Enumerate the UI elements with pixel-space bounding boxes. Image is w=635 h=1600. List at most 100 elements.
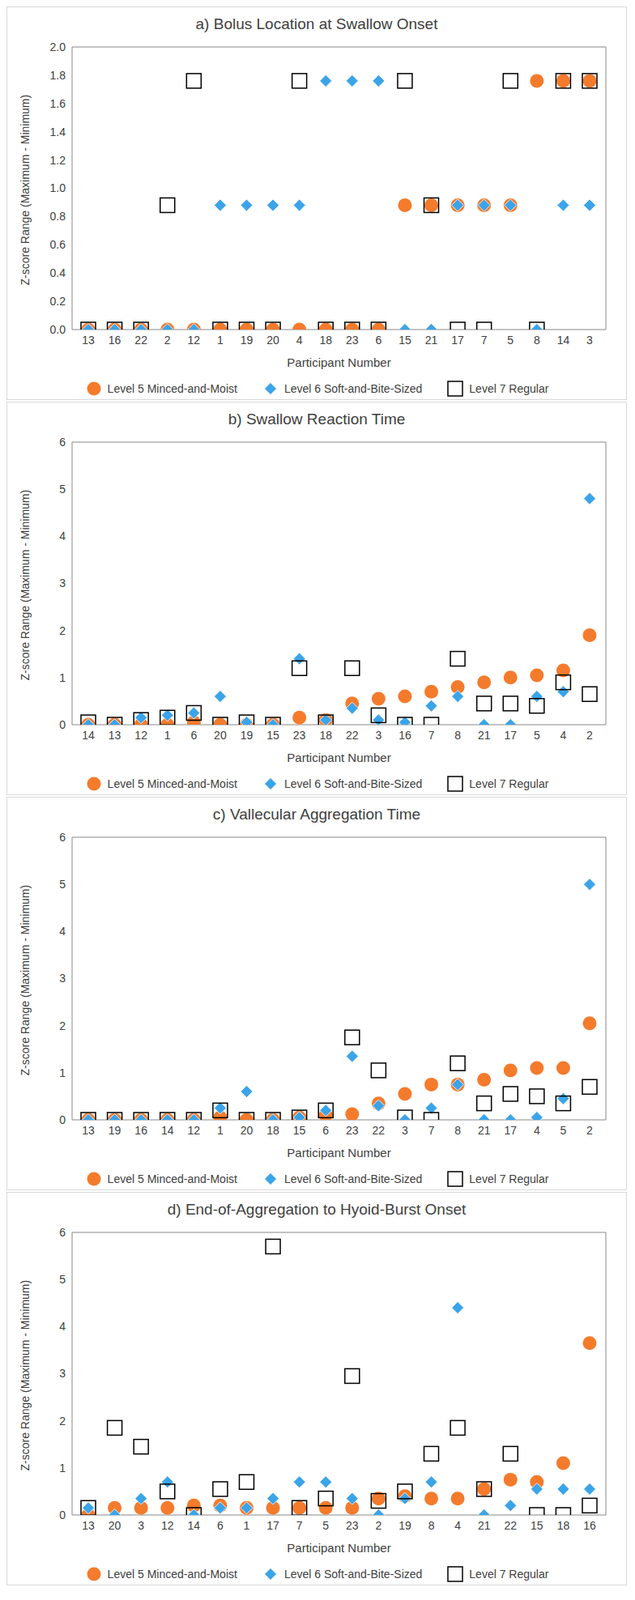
svg-text:2: 2 (59, 624, 66, 638)
svg-text:17: 17 (451, 333, 465, 347)
svg-text:3: 3 (401, 1124, 409, 1138)
svg-text:22: 22 (345, 728, 359, 742)
svg-text:Participant Number: Participant Number (286, 750, 391, 765)
svg-text:16: 16 (108, 333, 122, 347)
svg-text:18: 18 (319, 333, 333, 347)
svg-text:7: 7 (481, 333, 488, 347)
svg-text:5: 5 (59, 482, 66, 496)
svg-text:21: 21 (425, 333, 439, 347)
svg-text:14: 14 (187, 1519, 201, 1533)
svg-text:7: 7 (428, 1124, 435, 1138)
svg-text:5: 5 (507, 333, 514, 347)
svg-text:5: 5 (322, 1519, 329, 1533)
svg-text:21: 21 (477, 1519, 491, 1533)
svg-text:12: 12 (187, 1124, 201, 1138)
svg-text:3: 3 (59, 1367, 66, 1381)
svg-text:3: 3 (586, 333, 593, 347)
svg-text:1: 1 (217, 1124, 224, 1138)
svg-text:1.0: 1.0 (50, 181, 67, 195)
svg-text:15: 15 (530, 1519, 544, 1533)
svg-text:8: 8 (454, 1124, 461, 1138)
svg-text:17: 17 (503, 1124, 517, 1138)
svg-text:2.0: 2.0 (50, 40, 67, 54)
svg-text:15: 15 (266, 728, 280, 742)
svg-text:20: 20 (213, 728, 227, 742)
svg-text:0.0: 0.0 (50, 323, 67, 337)
svg-text:16: 16 (583, 1519, 597, 1533)
svg-text:1.8: 1.8 (50, 68, 67, 82)
svg-text:4: 4 (59, 924, 66, 938)
svg-text:Participant Number: Participant Number (286, 1541, 391, 1556)
svg-text:5: 5 (59, 1273, 66, 1287)
svg-text:1: 1 (59, 1066, 66, 1080)
svg-text:1: 1 (59, 1461, 66, 1475)
svg-text:0: 0 (59, 1508, 66, 1522)
svg-text:5: 5 (59, 877, 66, 891)
svg-text:19: 19 (240, 728, 254, 742)
svg-text:Participant Number: Participant Number (286, 355, 391, 370)
svg-text:1.2: 1.2 (50, 153, 67, 167)
svg-text:4: 4 (533, 1124, 541, 1138)
svg-text:23: 23 (345, 1124, 359, 1138)
svg-text:23: 23 (345, 1519, 359, 1533)
svg-text:6: 6 (375, 333, 382, 347)
svg-text:19: 19 (398, 1519, 412, 1533)
svg-text:3: 3 (59, 576, 66, 590)
svg-text:12: 12 (187, 333, 201, 347)
svg-text:1: 1 (217, 333, 224, 347)
svg-text:20: 20 (240, 1124, 254, 1138)
svg-text:20: 20 (266, 333, 280, 347)
svg-text:6: 6 (59, 831, 66, 844)
svg-text:17: 17 (266, 1519, 280, 1533)
svg-text:4: 4 (59, 529, 66, 543)
svg-text:0: 0 (59, 718, 66, 732)
svg-text:3: 3 (59, 971, 66, 985)
svg-text:21: 21 (477, 728, 491, 742)
svg-text:2: 2 (586, 1124, 593, 1138)
svg-text:0.6: 0.6 (50, 238, 67, 252)
svg-text:0.4: 0.4 (50, 266, 67, 280)
svg-text:Z-score Range (Maximum - Minim: Z-score Range (Maximum - Minimum) (18, 885, 32, 1077)
svg-text:1.4: 1.4 (50, 125, 67, 139)
svg-text:20: 20 (108, 1519, 122, 1533)
svg-text:2: 2 (586, 728, 593, 742)
svg-text:8: 8 (454, 728, 461, 742)
svg-text:21: 21 (477, 1124, 491, 1138)
svg-text:13: 13 (81, 333, 95, 347)
svg-text:3: 3 (375, 728, 382, 742)
svg-text:19: 19 (108, 1124, 122, 1138)
svg-text:7: 7 (296, 1519, 303, 1533)
svg-text:2: 2 (164, 333, 171, 347)
svg-text:4: 4 (59, 1320, 66, 1334)
svg-text:Z-score Range (Maximum - Minim: Z-score Range (Maximum - Minimum) (18, 490, 32, 682)
svg-text:1.6: 1.6 (50, 97, 67, 111)
svg-text:14: 14 (557, 333, 571, 347)
svg-text:19: 19 (240, 333, 254, 347)
svg-text:6: 6 (322, 1124, 329, 1138)
svg-text:4: 4 (454, 1519, 461, 1533)
svg-text:8: 8 (428, 1519, 435, 1533)
svg-text:15: 15 (398, 333, 412, 347)
svg-text:14: 14 (161, 1124, 175, 1138)
svg-text:Z-score Range (Maximum - Minim: Z-score Range (Maximum - Minimum) (18, 94, 32, 286)
svg-text:13: 13 (108, 728, 122, 742)
svg-text:23: 23 (345, 333, 359, 347)
svg-text:Z-score Range (Maximum - Minim: Z-score Range (Maximum - Minimum) (18, 1280, 32, 1472)
svg-text:1: 1 (59, 671, 66, 685)
svg-text:5: 5 (560, 1124, 567, 1138)
svg-text:22: 22 (372, 1124, 386, 1138)
svg-text:6: 6 (217, 1519, 224, 1533)
svg-text:0.2: 0.2 (50, 294, 67, 308)
svg-text:1: 1 (243, 1519, 251, 1533)
svg-text:18: 18 (319, 728, 333, 742)
svg-text:7: 7 (428, 728, 435, 742)
svg-text:22: 22 (134, 333, 148, 347)
svg-text:15: 15 (293, 1124, 307, 1138)
svg-text:16: 16 (398, 728, 412, 742)
svg-text:16: 16 (134, 1124, 148, 1138)
svg-text:23: 23 (293, 728, 307, 742)
svg-text:18: 18 (266, 1124, 280, 1138)
svg-text:2: 2 (59, 1019, 66, 1033)
svg-text:12: 12 (161, 1519, 175, 1533)
svg-text:4: 4 (560, 728, 567, 742)
